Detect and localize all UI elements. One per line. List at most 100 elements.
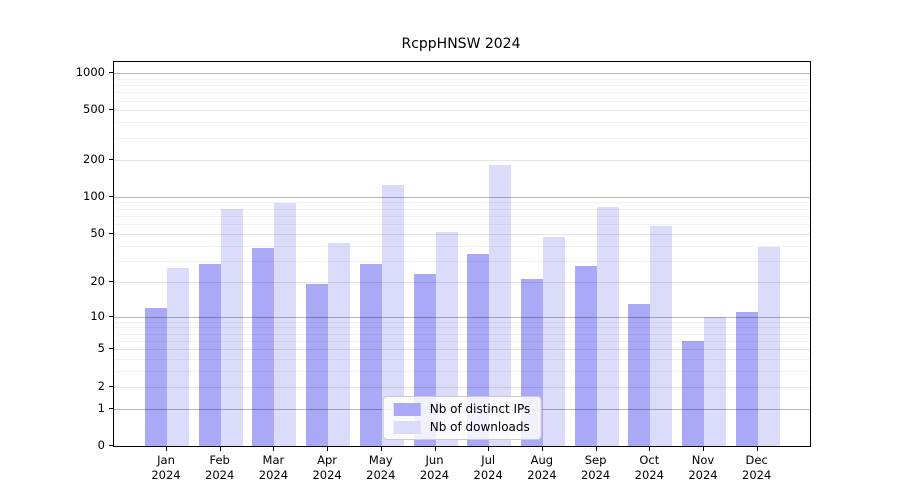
gridline-100	[114, 196, 810, 198]
x-tick-apr	[327, 447, 329, 451]
y-tick-200	[109, 158, 113, 160]
x-tick-oct	[649, 447, 651, 451]
gridline-800	[114, 85, 810, 86]
x-tick-dec	[756, 447, 758, 451]
gridline-40	[114, 245, 810, 247]
x-tick-mar	[273, 447, 275, 451]
y-tick-500	[109, 109, 113, 111]
x-tick-jun	[434, 447, 436, 451]
gridline-10	[114, 316, 810, 318]
bar-distinct-ips-may	[359, 264, 382, 446]
gridline-5	[114, 349, 810, 351]
y-tick-1000	[109, 71, 113, 73]
gridline-4	[114, 359, 810, 361]
gridline-600	[114, 100, 810, 102]
x-tick-label-sep: Sep 2024	[580, 453, 611, 482]
y-tick-10	[109, 315, 113, 317]
bar-distinct-ips-oct	[628, 303, 651, 446]
bar-downloads-jun	[435, 231, 458, 446]
y-tick-label-100: 100	[83, 188, 105, 203]
legend-item-downloads: Nb of downloads	[393, 420, 531, 434]
legend-label-downloads: Nb of downloads	[429, 420, 530, 434]
y-tick-0	[109, 445, 113, 446]
bar-distinct-ips-dec	[735, 311, 758, 446]
x-tick-aug	[541, 447, 543, 451]
x-tick-label-oct: Oct 2024	[634, 453, 664, 482]
x-tick-may	[380, 447, 382, 451]
y-tick-label-20: 20	[90, 273, 105, 288]
bar-downloads-oct	[650, 225, 673, 446]
x-tick-label-mar: Mar 2024	[258, 453, 289, 482]
bar-downloads-sep	[596, 206, 619, 446]
x-tick-label-feb: Feb 2024	[205, 453, 235, 482]
gridline-500	[114, 110, 810, 112]
bar-downloads-nov	[704, 316, 726, 446]
y-tick-label-1: 1	[97, 400, 105, 415]
y-tick-label-1000: 1000	[75, 64, 105, 79]
gridline-900	[114, 78, 810, 80]
y-tick-label-50: 50	[90, 225, 105, 240]
gridline-30	[114, 260, 810, 262]
gridline-6	[114, 340, 810, 342]
x-tick-label-apr: Apr 2024	[312, 453, 342, 482]
gridline-9	[114, 321, 810, 323]
bar-distinct-ips-jan	[145, 307, 167, 446]
gridline-7	[114, 333, 810, 335]
gridline-400	[114, 122, 810, 124]
gridline-70	[114, 215, 810, 217]
x-tick-label-may: May 2024	[366, 453, 396, 482]
x-tick-label-nov: Nov 2024	[688, 453, 718, 482]
bar-downloads-feb	[220, 208, 243, 446]
legend-swatch-downloads	[393, 420, 421, 434]
y-tick-20	[109, 280, 113, 282]
y-tick-1	[109, 407, 113, 409]
y-tick-label-500: 500	[83, 102, 105, 117]
gridline-2	[114, 386, 810, 388]
x-tick-sep	[595, 447, 597, 451]
y-tick-50	[109, 232, 113, 234]
gridline-80	[114, 208, 810, 210]
y-tick-label-2: 2	[97, 378, 105, 393]
x-tick-nov	[703, 447, 704, 451]
x-tick-feb	[219, 447, 221, 451]
y-tick-label-200: 200	[83, 151, 105, 166]
gridline-1000	[114, 72, 810, 74]
bar-distinct-ips-feb	[198, 264, 221, 446]
y-tick-100	[109, 195, 113, 197]
bar-downloads-may	[381, 184, 404, 446]
bar-distinct-ips-sep	[574, 266, 597, 446]
gridline-50	[114, 233, 810, 235]
bar-distinct-ips-apr	[306, 284, 329, 446]
gridline-20	[114, 281, 810, 283]
y-tick-label-5: 5	[97, 341, 105, 356]
y-tick-label-10: 10	[90, 308, 105, 323]
x-tick-label-dec: Dec 2024	[742, 453, 772, 482]
x-tick-label-jun: Jun 2024	[419, 453, 450, 482]
bar-downloads-apr	[328, 242, 351, 446]
legend: Nb of distinct IPs Nb of downloads	[382, 396, 542, 440]
y-tick-2	[109, 385, 113, 387]
x-tick-label-jan: Jan 2024	[151, 453, 181, 482]
bar-downloads-dec	[757, 246, 780, 446]
gridline-700	[114, 92, 810, 94]
gridline-90	[114, 202, 810, 204]
gridline-8	[114, 327, 810, 329]
gridline-300	[114, 137, 810, 139]
y-tick-5	[109, 348, 113, 350]
gridline-200	[114, 159, 810, 161]
x-tick-label-aug: Aug 2024	[527, 453, 557, 482]
x-tick-label-jul: Jul 2024	[473, 453, 503, 482]
x-tick-jul	[488, 447, 490, 451]
legend-item-distinct-ips: Nb of distinct IPs	[393, 402, 531, 416]
legend-swatch-distinct-ips	[393, 402, 421, 416]
legend-label-distinct-ips: Nb of distinct IPs	[429, 402, 531, 416]
bar-distinct-ips-mar	[252, 248, 275, 446]
x-tick-jan	[166, 447, 167, 451]
bar-downloads-jul	[489, 165, 512, 446]
chart-title: RcppHNSW 2024	[401, 36, 521, 52]
gridline-60	[114, 224, 810, 225]
y-tick-label-0: 0	[97, 438, 105, 452]
plot-area: Nb of distinct IPs Nb of downloads	[113, 61, 811, 447]
gridline-3	[114, 371, 810, 373]
